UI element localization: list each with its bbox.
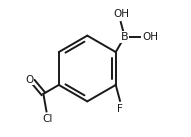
Text: B: B [121, 32, 129, 42]
Text: F: F [117, 104, 123, 114]
Text: O: O [25, 75, 33, 85]
Text: OH: OH [142, 32, 159, 42]
Text: OH: OH [113, 9, 129, 19]
Text: Cl: Cl [42, 114, 52, 124]
